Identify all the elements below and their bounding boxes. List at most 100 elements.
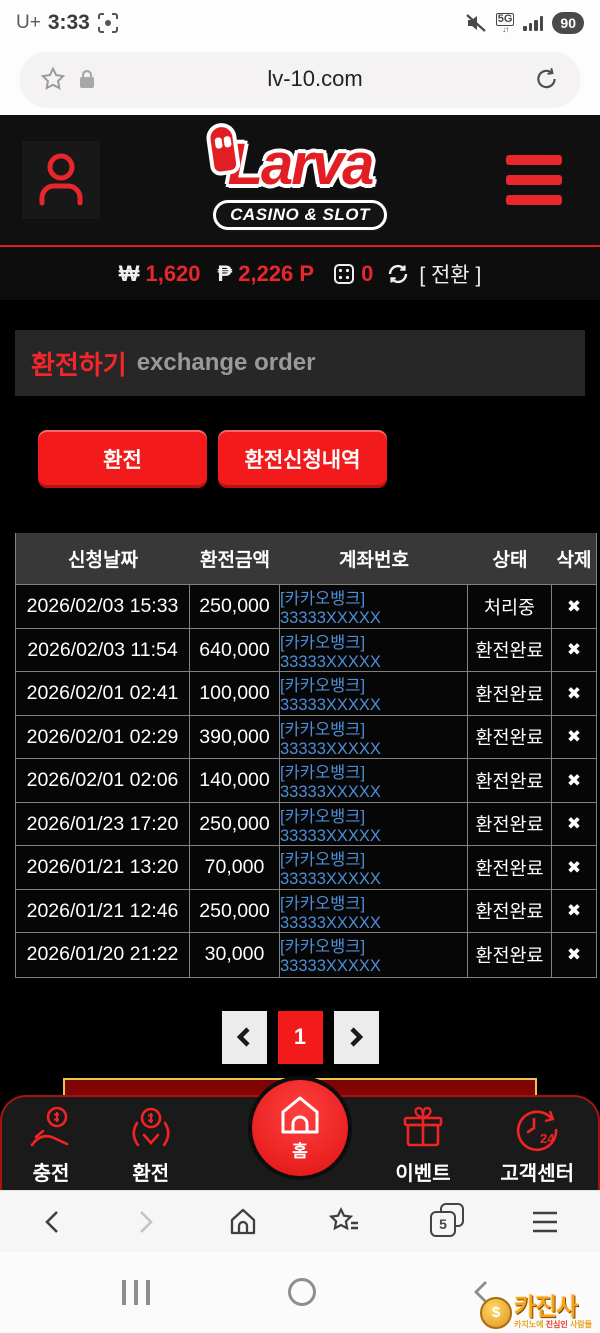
cell-status: 환전완료 [468, 933, 552, 977]
menu-bar [506, 195, 562, 205]
page-content: 환전하기 exchange order 환전 환전신청내역 신청날짜 환전금액 … [0, 300, 600, 1190]
cell-status: 처리중 [468, 585, 552, 628]
clock-time: 3:33 [47, 11, 90, 34]
browser-forward-button[interactable] [134, 1208, 158, 1236]
larva-mascot-icon [204, 121, 242, 177]
point-balance: ₱ 2,226 P [218, 261, 315, 287]
page-number-button[interactable]: 1 [277, 1010, 323, 1064]
browser-home-button[interactable] [228, 1207, 258, 1237]
cell-status: 환전완료 [468, 889, 552, 933]
watermark-title: 카진사 [514, 1294, 578, 1321]
logo-title: Larva [227, 132, 375, 197]
col-header-amount: 환전금액 [200, 550, 270, 571]
table-row: 2026/01/21 12:46 250,000 [카카오뱅크] 33333XX… [16, 889, 596, 933]
table-row: 2026/01/21 13:20 70,000 [카카오뱅크] 33333XXX… [16, 846, 596, 890]
tabs-icon: 5 [430, 1202, 464, 1237]
url-text[interactable]: lv-10.com [267, 66, 363, 91]
delete-row-button[interactable]: ✖ [566, 727, 582, 746]
watermark-sub-part: 진심인 [545, 1320, 568, 1329]
cell-account-link[interactable]: [카카오뱅크] 33333XXXXX [280, 933, 468, 977]
menu-button[interactable] [506, 155, 562, 205]
delete-row-button[interactable]: ✖ [566, 770, 582, 790]
delete-row-button[interactable]: ✖ [566, 596, 582, 616]
cell-account-link[interactable]: [카카오뱅크] 33333XXXXX [280, 585, 468, 628]
refresh-icon[interactable] [534, 66, 560, 92]
watermark-sub-part: 사람들 [570, 1320, 593, 1329]
cell-account-link[interactable]: [카카오뱅크] 33333XXXXX [280, 628, 468, 672]
table-header-row: 신청날짜 환전금액 계좌번호 상태 삭제 [16, 533, 596, 585]
delete-row-button[interactable]: ✖ [566, 901, 582, 920]
browser-bookmarks-button[interactable] [328, 1206, 360, 1237]
delete-row-button[interactable]: ✖ [566, 640, 582, 659]
browser-address-area: lv-10.com [0, 46, 600, 115]
nav-item-home[interactable]: 홈 [248, 1076, 352, 1180]
cell-account-link[interactable]: [카카오뱅크] 33333XXXXX [280, 889, 468, 933]
nav-label-deposit: 충전 [32, 1163, 70, 1185]
convert-refresh-icon[interactable] [386, 262, 410, 286]
cell-amount: 390,000 [190, 715, 280, 759]
home-icon [281, 1096, 319, 1134]
bookmark-star-icon[interactable] [40, 66, 66, 92]
browser-menu-button[interactable] [530, 1209, 560, 1235]
table-row: 2026/02/01 02:29 390,000 [카카오뱅크] 33333XX… [16, 715, 596, 759]
cell-account-link[interactable]: [카카오뱅크] 33333XXXXX [280, 846, 468, 889]
android-back-button[interactable] [470, 1279, 492, 1305]
cell-account-link[interactable]: [카카오뱅크] 33333XXXXX [280, 715, 468, 759]
exchange-history-button[interactable]: 환전신청내역 [218, 430, 387, 488]
nav-item-events[interactable]: 이벤트 [395, 1105, 451, 1186]
exchange-button[interactable]: 환전 [38, 430, 207, 488]
col-header-date: 신청날짜 [68, 550, 138, 571]
watermark-logo: $ 카진사 카지노에 진심인 사람들 [480, 1296, 598, 1329]
cell-account-link[interactable]: [카카오뱅크] 33333XXXXX [280, 759, 468, 802]
nav-item-support[interactable]: 24 고객센터 [500, 1105, 574, 1186]
nav-label-support: 고객센터 [500, 1163, 574, 1185]
profile-button[interactable] [22, 141, 100, 219]
page-title-korean: 환전하기 [31, 349, 127, 380]
site-logo[interactable]: Larva CASINO & SLOT [180, 121, 420, 230]
cell-request-date: 2026/02/01 02:41 [16, 672, 190, 715]
next-page-button[interactable] [333, 1010, 379, 1064]
casino-chip-icon: $ [480, 1296, 512, 1329]
browser-tabs-button[interactable]: 5 [430, 1202, 464, 1237]
cell-amount: 250,000 [190, 585, 280, 628]
cell-request-date: 2026/02/03 11:54 [16, 628, 190, 672]
table-row: 2026/02/03 11:54 640,000 [카카오뱅크] 33333XX… [16, 628, 596, 672]
delete-row-button[interactable]: ✖ [566, 857, 582, 877]
cell-amount: 250,000 [190, 889, 280, 933]
prev-page-button[interactable] [221, 1010, 267, 1064]
cell-status: 환전완료 [468, 846, 552, 889]
nav-item-withdraw[interactable]: 환전 [126, 1105, 176, 1186]
lock-icon[interactable] [78, 69, 96, 89]
delete-row-button[interactable]: ✖ [566, 683, 582, 703]
withdraw-hands-icon [132, 1107, 170, 1147]
pagination: 1 [0, 1010, 600, 1064]
cell-status: 환전완료 [468, 802, 552, 846]
address-bar[interactable]: lv-10.com [20, 52, 580, 106]
cell-amount: 250,000 [190, 802, 280, 846]
page-title: 환전하기 exchange order [15, 330, 585, 396]
nav-label-withdraw: 환전 [132, 1163, 170, 1185]
table-row: 2026/01/20 21:22 30,000 [카카오뱅크] 33333XXX… [16, 933, 596, 977]
delete-row-button[interactable]: ✖ [566, 814, 582, 833]
browser-back-button[interactable] [40, 1208, 64, 1236]
table-row: 2026/02/01 02:06 140,000 [카카오뱅크] 33333XX… [16, 759, 596, 803]
cell-request-date: 2026/01/20 21:22 [16, 933, 190, 977]
cell-amount: 100,000 [190, 672, 280, 715]
carrier-label: U+ [16, 12, 41, 33]
nav-item-deposit[interactable]: 충전 [26, 1105, 76, 1186]
cell-account-link[interactable]: [카카오뱅크] 33333XXXXX [280, 672, 468, 715]
convert-link[interactable]: [ 전환 ] [419, 263, 482, 287]
recent-apps-button[interactable] [122, 1280, 150, 1305]
cell-status: 환전완료 [468, 759, 552, 802]
cell-account-link[interactable]: [카카오뱅크] 33333XXXXX [280, 802, 468, 846]
android-nav-bar: $ 카진사 카지노에 진심인 사람들 [0, 1252, 600, 1333]
action-buttons: 환전 환전신청내역 [38, 430, 600, 488]
col-header-delete: 삭제 [556, 550, 592, 571]
android-home-button[interactable] [288, 1278, 316, 1306]
cell-request-date: 2026/01/21 13:20 [16, 846, 190, 889]
cell-request-date: 2026/02/03 15:33 [16, 585, 190, 628]
delete-row-button[interactable]: ✖ [566, 944, 582, 964]
nav-label-events: 이벤트 [395, 1163, 451, 1185]
chevron-right-icon [350, 1027, 364, 1047]
